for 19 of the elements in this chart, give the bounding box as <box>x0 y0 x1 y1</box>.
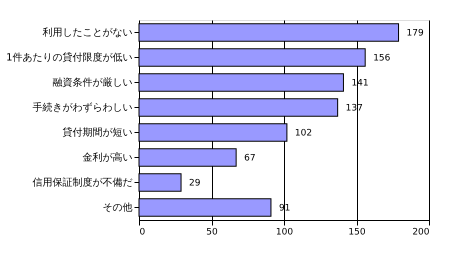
y-tick-label: 貸付期間が短い <box>62 126 132 138</box>
y-tick-label: 利用したことがない <box>42 26 132 38</box>
data-label: 179 <box>406 28 424 38</box>
data-label: 29 <box>189 178 201 188</box>
y-tick-label: 1件あたりの貸付限度が低い <box>6 52 132 64</box>
y-tick-label: 手続きがわずらわしい <box>32 102 132 114</box>
data-label: 156 <box>373 54 391 64</box>
y-tick-label: 金利が高い <box>82 152 132 164</box>
x-tick-label: 200 <box>412 228 430 238</box>
bar <box>138 173 182 192</box>
y-tick-label: その他 <box>102 202 132 214</box>
x-tick-label: 150 <box>348 228 366 238</box>
x-tick-label: 0 <box>140 228 146 238</box>
x-tick-label: 50 <box>206 228 218 238</box>
data-label: 102 <box>294 128 312 138</box>
y-tick-label: 信用保証制度が不備だ <box>32 176 132 188</box>
x-tick-label: 100 <box>276 228 294 238</box>
data-label: 67 <box>244 154 256 164</box>
y-tick-label: 融資条件が厳しい <box>52 76 132 88</box>
